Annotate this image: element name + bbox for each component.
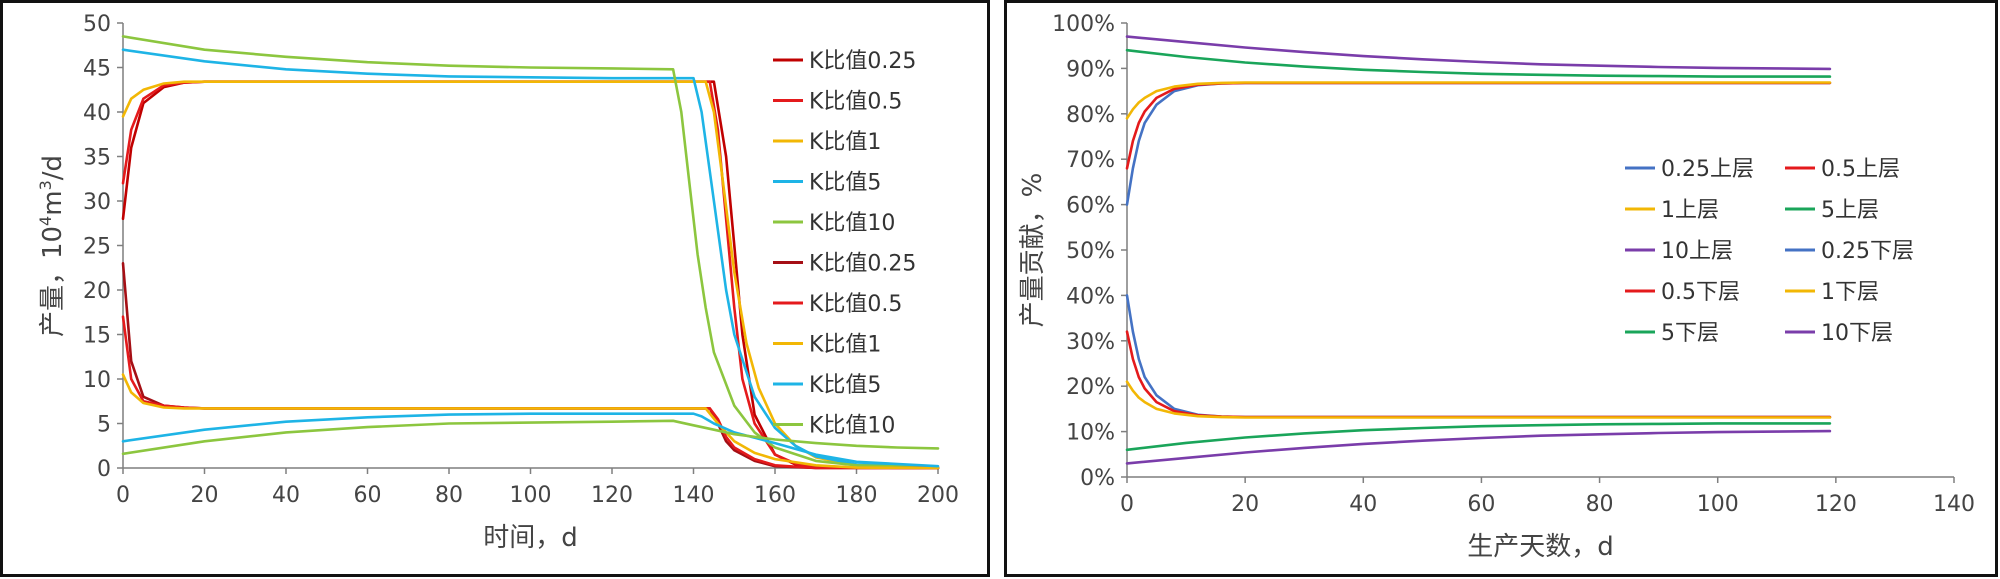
y-tick-label: 30 [83,190,111,215]
series-line-4 [121,48,940,469]
series-line-2 [1125,81,1832,170]
y-tick-label: 35 [83,146,111,171]
series-line-8 [1125,380,1832,419]
x-tick-label: 120 [591,483,633,508]
series-line-8 [121,373,940,470]
y-tick-label: 10% [1066,421,1115,446]
x-tick-label: 80 [435,483,463,508]
x-axis-title: 生产天数，d [1467,532,1614,562]
y-tick-label: 100% [1052,12,1115,37]
y-tick-label: 50 [83,12,111,37]
legend-label: 10上层 [1661,239,1733,264]
legend-label: 5上层 [1821,198,1879,223]
y-tick-label: 15 [83,324,111,349]
x-tick-label: 160 [754,483,796,508]
y-tick-label: 90% [1066,57,1115,82]
x-tick-label: 60 [354,483,382,508]
chart-panel-production: 0 20 40 60 80 100 120 140 160 180 200 0 5 10 15 20 25 30 3… [0,0,990,577]
x-tick-label: 80 [1586,492,1614,517]
y-tick-label: 0% [1080,466,1115,491]
y-tick-label: 20 [83,279,111,304]
legend-label: K比值0.25 [809,252,916,277]
y-tick-label: 10 [83,368,111,393]
series-line-2 [121,80,940,470]
series-line-10 [121,419,940,456]
legend-label: 0.5上层 [1821,157,1900,182]
legend-label: K比值10 [809,414,895,439]
series-line-5 [1125,35,1832,71]
y-axis-title-part: /d [38,155,68,180]
legend-label: K比值0.5 [809,90,902,115]
contribution-chart: 0 20 40 60 80 100 120 140 0% 10% 20% 30% 40% 50% 60% 70… [1018,12,1975,562]
chart-panel-contribution: 0 20 40 60 80 100 120 140 0% 10% 20% 30% 40% 50% 60% 70… [1004,0,1998,577]
series-line-10 [1125,429,1832,465]
x-tick-label: 100 [510,483,552,508]
legend-label: K比值1 [809,130,881,155]
y-axis-title: 产量，104m3/d [36,155,68,337]
x-tick-label: 120 [1815,492,1857,517]
series-line-5 [121,35,940,469]
x-tick-label: 100 [1697,492,1739,517]
legend-label: K比值10 [809,211,895,236]
y-tick-label: 0 [97,457,111,482]
series-line-7 [1125,330,1832,419]
series-line-6 [1125,294,1832,419]
legend-label: K比值5 [809,171,881,196]
x-tick-label: 140 [1933,492,1975,517]
y-tick-label: 20% [1066,375,1115,400]
x-axis-title: 时间，d [483,523,578,553]
x-tick-label: 200 [917,483,959,508]
x-tick-label: 0 [1120,492,1134,517]
series-line-1 [1125,81,1832,206]
y-tick-label: 5 [97,413,111,438]
x-tick-label: 0 [116,483,130,508]
legend-label: 1上层 [1661,198,1719,223]
legend-label: 5下层 [1661,321,1719,346]
y-axis-title-part: 3 [36,180,55,190]
y-tick-label: 60% [1066,194,1115,219]
legend-label: 0.25上层 [1661,157,1754,182]
series-line-3 [1125,81,1832,120]
y-tick-label: 45 [83,57,111,82]
y-tick-label: 70% [1066,148,1115,173]
legend-label: 0.25下层 [1821,239,1914,264]
y-tick-label: 80% [1066,103,1115,128]
y-axis-title: 产量贡献，% [1018,173,1048,328]
x-tick-label: 40 [1349,492,1377,517]
x-tick-label: 20 [1231,492,1259,517]
series-line-9 [121,412,940,468]
legend-label: K比值5 [809,373,881,398]
x-tick-label: 60 [1467,492,1495,517]
x-tick-label: 40 [272,483,300,508]
y-axis-title-part: 产量，10 [38,226,68,337]
legend-label: K比值0.25 [809,49,916,74]
production-chart: 0 20 40 60 80 100 120 140 160 180 200 0 5 10 15 20 25 30 3… [36,12,959,553]
y-tick-label: 30% [1066,330,1115,355]
x-tick-label: 20 [191,483,219,508]
series-line-9 [1125,422,1832,452]
series-line-4 [1125,48,1832,78]
legend-label: 0.5下层 [1661,280,1740,305]
legend-label: 10下层 [1821,321,1893,346]
legend-label: K比值1 [809,333,881,358]
x-tick-label: 180 [836,483,878,508]
y-axis-title-part: 4 [36,216,55,226]
y-tick-label: 25 [83,235,111,260]
y-tick-label: 50% [1066,239,1115,264]
y-tick-label: 40% [1066,284,1115,309]
y-tick-label: 40 [83,101,111,126]
legend-label: K比值0.5 [809,292,902,317]
x-tick-label: 140 [673,483,715,508]
legend-label: 1下层 [1821,280,1879,305]
y-axis-title-part: m [38,190,68,215]
